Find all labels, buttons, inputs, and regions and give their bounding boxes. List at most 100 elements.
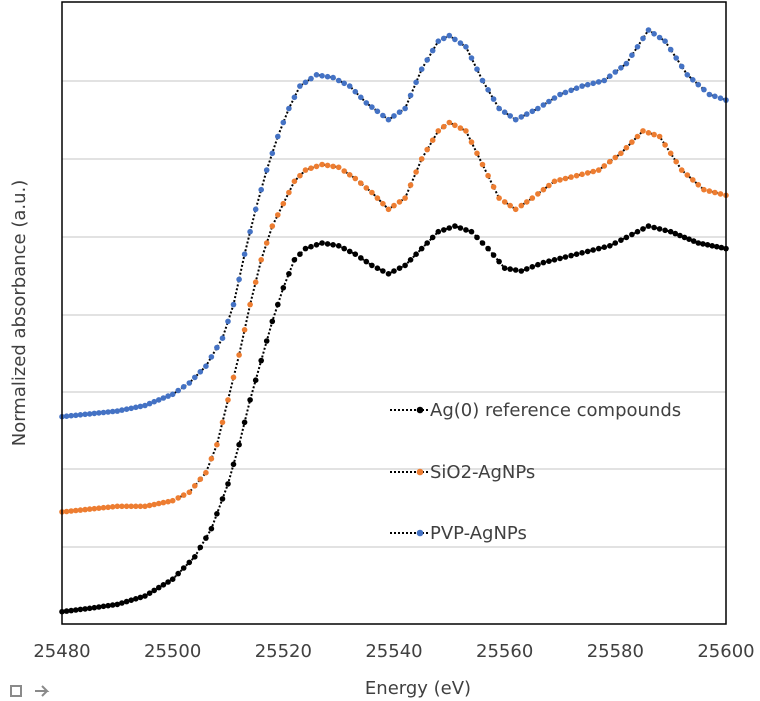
data-point bbox=[380, 200, 386, 207]
data-point bbox=[119, 600, 125, 606]
data-point bbox=[573, 251, 580, 257]
data-point bbox=[82, 411, 88, 418]
data-point bbox=[369, 104, 375, 110]
data-point bbox=[701, 186, 707, 193]
data-point bbox=[180, 384, 187, 390]
data-point bbox=[601, 244, 608, 250]
data-point bbox=[105, 504, 111, 511]
data-point bbox=[684, 172, 691, 178]
data-point bbox=[695, 182, 702, 188]
data-point bbox=[269, 150, 276, 157]
data-point bbox=[677, 232, 683, 239]
data-point bbox=[230, 461, 237, 468]
data-point bbox=[241, 419, 248, 426]
data-point bbox=[452, 223, 458, 229]
data-point bbox=[63, 508, 70, 515]
data-point bbox=[424, 57, 431, 63]
x-tick-label: 25560 bbox=[476, 641, 533, 662]
data-point bbox=[225, 481, 231, 487]
data-point bbox=[474, 234, 480, 241]
data-point bbox=[629, 231, 635, 238]
data-point bbox=[346, 172, 353, 178]
data-point bbox=[363, 258, 370, 265]
data-point bbox=[667, 228, 674, 235]
data-point bbox=[86, 411, 93, 417]
data-point bbox=[156, 584, 162, 591]
data-point bbox=[512, 116, 519, 123]
y-axis-title: Normalized absorbance (a.u.) bbox=[9, 180, 30, 447]
data-point bbox=[86, 605, 93, 612]
data-point bbox=[151, 587, 157, 594]
data-point bbox=[203, 363, 209, 370]
data-point bbox=[418, 156, 425, 162]
data-point bbox=[146, 502, 153, 509]
data-point bbox=[341, 245, 348, 252]
data-point bbox=[142, 503, 148, 510]
data-point bbox=[667, 46, 674, 53]
data-point bbox=[352, 251, 359, 257]
data-point bbox=[160, 499, 167, 506]
data-point bbox=[165, 579, 171, 585]
data-point bbox=[457, 125, 464, 131]
data-point bbox=[263, 338, 270, 344]
data-point bbox=[156, 397, 162, 403]
data-point bbox=[413, 169, 419, 175]
data-point bbox=[77, 412, 84, 418]
data-point bbox=[341, 80, 348, 87]
data-point bbox=[374, 265, 381, 272]
data-point bbox=[308, 165, 314, 171]
data-point bbox=[369, 189, 375, 196]
data-point bbox=[717, 191, 724, 197]
data-point bbox=[146, 590, 153, 596]
data-point bbox=[485, 87, 491, 93]
data-point bbox=[479, 161, 486, 168]
data-point bbox=[258, 357, 265, 364]
x-tick-label: 25480 bbox=[33, 641, 90, 662]
data-point bbox=[236, 352, 242, 358]
data-point bbox=[330, 163, 336, 170]
data-point bbox=[524, 111, 530, 117]
series-ag-0-reference-compounds bbox=[59, 223, 729, 615]
data-point bbox=[100, 603, 107, 610]
data-point bbox=[656, 133, 663, 140]
data-point bbox=[105, 409, 111, 415]
data-point bbox=[203, 469, 209, 476]
data-point bbox=[468, 139, 475, 145]
data-point bbox=[690, 77, 696, 83]
grid-layer bbox=[62, 80, 726, 548]
legend-marker bbox=[416, 529, 424, 537]
data-point bbox=[109, 504, 116, 510]
data-point bbox=[540, 102, 547, 108]
data-point bbox=[252, 279, 259, 286]
data-point bbox=[457, 40, 464, 46]
data-point bbox=[324, 162, 331, 169]
data-point bbox=[160, 395, 167, 401]
data-point bbox=[579, 250, 585, 256]
data-point bbox=[313, 72, 320, 78]
data-point bbox=[369, 262, 375, 269]
data-point bbox=[424, 146, 431, 153]
data-point bbox=[501, 265, 508, 272]
data-point bbox=[595, 79, 602, 85]
data-point bbox=[607, 158, 613, 165]
data-point bbox=[96, 604, 102, 610]
data-point bbox=[280, 285, 287, 291]
data-point bbox=[667, 150, 674, 157]
data-point bbox=[269, 223, 276, 229]
data-point bbox=[435, 38, 442, 44]
data-point bbox=[590, 80, 596, 87]
data-point bbox=[546, 182, 552, 189]
data-point bbox=[385, 271, 392, 277]
data-point bbox=[562, 254, 569, 260]
data-point bbox=[192, 483, 198, 489]
data-point bbox=[119, 407, 125, 413]
data-point bbox=[518, 268, 525, 274]
data-point bbox=[123, 406, 130, 413]
data-point bbox=[562, 175, 569, 182]
data-point bbox=[584, 248, 591, 255]
data-point bbox=[208, 354, 215, 360]
data-point bbox=[651, 31, 657, 37]
data-point bbox=[706, 188, 713, 194]
data-point bbox=[128, 503, 134, 510]
data-point bbox=[618, 237, 624, 243]
